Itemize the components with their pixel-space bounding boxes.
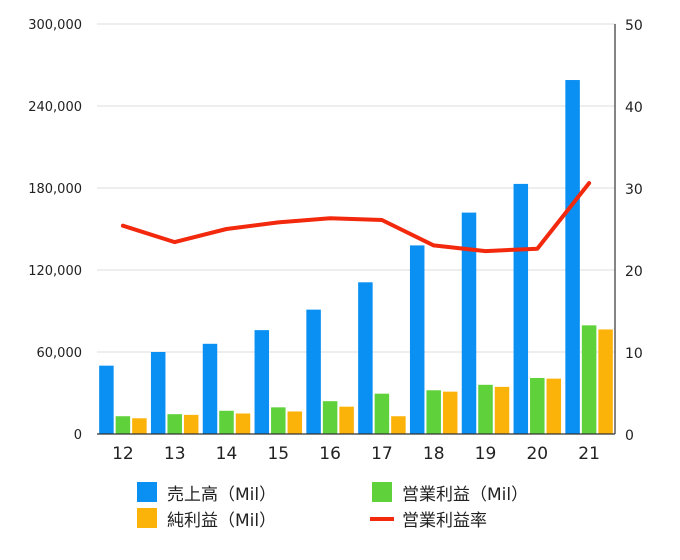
legend-label: 営業利益（Mil） — [402, 485, 528, 505]
series-line — [120, 181, 592, 254]
legend-swatch — [372, 482, 392, 502]
bars-layer — [99, 80, 613, 435]
bar — [254, 330, 270, 434]
y-right-tick-label: 20 — [625, 264, 643, 280]
x-tick-label: 21 — [578, 444, 600, 464]
bar — [183, 414, 199, 434]
bar — [513, 183, 529, 434]
x-tick-label: 15 — [267, 444, 289, 464]
y-left-tick-label: 120,000 — [28, 264, 82, 279]
bar — [478, 384, 493, 434]
y-left-tick-label: 180,000 — [28, 182, 82, 197]
legend-label: 売上高（Mil） — [167, 485, 276, 505]
y-left-tick-label: 0 — [74, 428, 82, 443]
y-left-tick-label: 240,000 — [28, 100, 82, 115]
legend-label: 純利益（Mil） — [167, 511, 276, 531]
bar — [306, 309, 321, 434]
line-point — [121, 223, 125, 228]
legend-swatch — [137, 508, 157, 528]
x-tick-label: 14 — [216, 444, 238, 464]
bar — [132, 418, 147, 434]
x-tick-label: 13 — [164, 444, 186, 464]
bar — [581, 325, 597, 434]
legend-layer: 売上高（Mil） 営業利益（Mil） 純利益（Mil） 営業利益率 — [137, 482, 528, 531]
line-point — [380, 218, 384, 222]
line-point — [587, 181, 591, 185]
bar — [322, 401, 338, 434]
x-tick-label: 19 — [475, 444, 497, 464]
y-right-tick-label: 50 — [625, 18, 643, 34]
bar — [287, 411, 303, 434]
y-right-tick-label: 0 — [625, 428, 634, 444]
bar — [598, 329, 613, 434]
bar — [530, 377, 545, 434]
bar — [167, 414, 182, 434]
line-point — [224, 227, 229, 231]
bar — [546, 378, 562, 434]
bar — [409, 245, 425, 434]
x-tick-label: 12 — [112, 444, 134, 464]
x-tick-label: 20 — [526, 444, 548, 464]
bar — [374, 393, 390, 434]
x-tick-label: 16 — [319, 444, 341, 464]
y-left-tick-label: 60,000 — [37, 346, 83, 361]
axis-layer: 0 60,000 120,000 180,000 240,000 300,000 0 10 20… — [28, 18, 643, 464]
line-layer — [120, 181, 592, 254]
bar — [461, 212, 477, 434]
bar — [391, 416, 406, 434]
legend-label: 営業利益率 — [402, 511, 487, 531]
y-right-tick-label: 10 — [625, 346, 643, 362]
line-point — [483, 249, 488, 253]
line-point — [328, 216, 332, 221]
grid-layer — [97, 23, 615, 353]
line-point — [431, 243, 436, 248]
bar — [235, 413, 251, 434]
bar — [99, 365, 114, 434]
bar — [426, 390, 441, 434]
legend-swatch — [137, 482, 157, 502]
bar — [150, 352, 166, 434]
bar — [442, 391, 458, 434]
y-right-tick-label: 30 — [625, 182, 643, 198]
bar — [202, 343, 218, 434]
bar — [219, 410, 234, 434]
bar — [339, 406, 354, 434]
line-point — [276, 220, 281, 225]
x-tick-label: 18 — [423, 444, 445, 464]
bar — [358, 282, 373, 434]
x-tick-label: 17 — [371, 444, 393, 464]
y-right-tick-label: 40 — [625, 100, 643, 116]
line-point — [535, 246, 540, 251]
bar — [271, 407, 286, 434]
bar — [494, 386, 510, 434]
line-point — [172, 240, 177, 244]
bar — [115, 416, 131, 434]
bar — [565, 80, 580, 435]
y-left-tick-label: 300,000 — [28, 18, 82, 33]
